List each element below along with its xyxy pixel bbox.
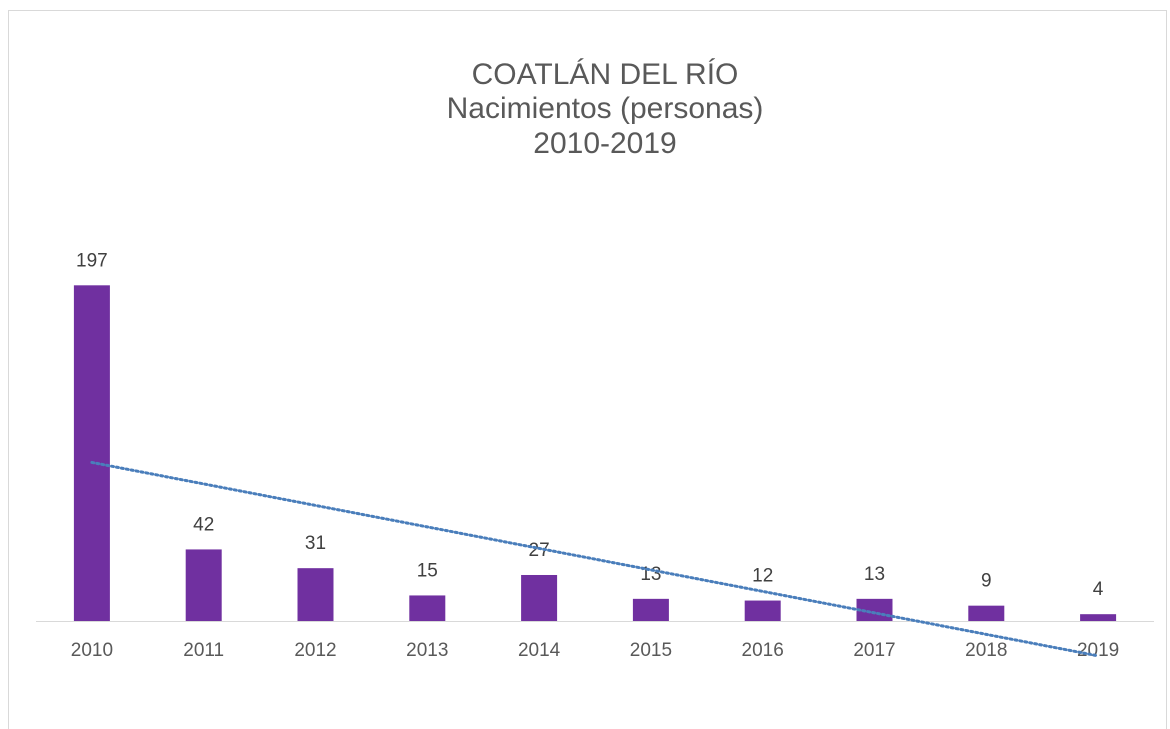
- x-tick-label: 2011: [183, 640, 224, 661]
- data-label: 42: [193, 514, 214, 535]
- data-label: 4: [1093, 579, 1104, 600]
- x-tick-label: 2013: [406, 640, 448, 661]
- x-tick-label: 2019: [1077, 640, 1119, 661]
- x-tick-label: 2014: [518, 640, 561, 661]
- bar: [744, 600, 781, 621]
- trendline: [90, 460, 1100, 658]
- x-tick-label: 2015: [630, 640, 672, 661]
- chart-title: 2010-2019: [533, 127, 676, 160]
- bar: [409, 595, 446, 621]
- data-label: 27: [529, 540, 550, 561]
- bar: [1080, 614, 1117, 621]
- data-label: 15: [417, 560, 438, 581]
- data-label: 197: [76, 250, 108, 271]
- x-tick-label: 2016: [742, 640, 784, 661]
- bar: [297, 568, 334, 621]
- x-tick-label: 2017: [853, 640, 895, 661]
- chart-title: Nacimientos (personas): [447, 92, 764, 125]
- x-tick-label: 2012: [294, 640, 336, 661]
- bar: [968, 605, 1005, 621]
- bar: [185, 549, 222, 621]
- data-label: 31: [305, 533, 326, 554]
- data-label: 13: [864, 564, 885, 585]
- bar: [73, 285, 110, 621]
- bar: [632, 598, 669, 621]
- data-label: 12: [752, 566, 773, 587]
- x-tick-label: 2018: [965, 640, 1007, 661]
- data-label: 9: [981, 571, 992, 592]
- bar: [521, 574, 558, 621]
- x-tick-label: 2010: [71, 640, 113, 661]
- chart-title: COATLÁN DEL RÍO: [472, 58, 739, 91]
